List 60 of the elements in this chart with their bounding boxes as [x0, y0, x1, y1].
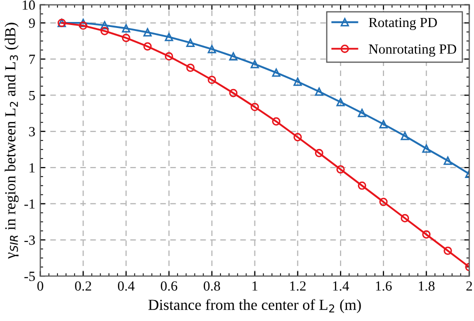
- point: [422, 144, 431, 153]
- y-tick-label: -1: [24, 199, 35, 209]
- point: [314, 87, 324, 96]
- point: [336, 98, 345, 106]
- y-tick-label: 9: [28, 18, 35, 28]
- x-tick-label: 1.6: [376, 281, 392, 291]
- x-axis-title: Distance from the center of L$_{2}$ (m): [148, 299, 361, 314]
- x-tick-label: 1.2: [290, 281, 306, 291]
- point: [186, 64, 195, 72]
- point: [379, 198, 388, 206]
- point: [294, 78, 302, 86]
- point: [444, 156, 452, 165]
- x-tick-label: 0: [37, 281, 44, 291]
- y-tick-label: -3: [24, 236, 35, 245]
- point: [250, 102, 259, 112]
- point: [379, 120, 388, 128]
- y-tick-label: 5: [29, 90, 35, 100]
- point: [79, 18, 88, 28]
- x-tick-label: 0.2: [75, 281, 92, 291]
- point: [400, 132, 410, 140]
- point: [143, 28, 152, 36]
- point: [272, 117, 280, 126]
- y-tick-label: 10: [22, 0, 35, 10]
- point: [143, 42, 152, 51]
- point: [444, 246, 452, 255]
- x-tick-label: 1: [252, 281, 258, 291]
- legend-label: Nonrotating PD: [368, 44, 456, 57]
- x-tick-label: 0.8: [204, 281, 220, 291]
- point: [272, 68, 280, 77]
- point: [358, 108, 366, 118]
- point: [229, 52, 238, 61]
- y-tick-label: -5: [24, 272, 35, 282]
- x-tick-label: 2: [466, 281, 472, 291]
- y-tick-label: 3: [29, 127, 35, 136]
- legend-label: Rotating PD: [368, 18, 437, 30]
- point: [229, 88, 238, 98]
- point: [164, 52, 174, 61]
- point: [100, 26, 109, 36]
- y-axis-title: γ$_{SIR}$ in region between L$_{2}$ and L$_{3}$ (dB): [4, 22, 19, 259]
- x-tick-label: 1.4: [333, 281, 350, 291]
- point: [336, 165, 345, 174]
- point: [208, 76, 216, 84]
- x-tick-label: 0.6: [160, 281, 178, 291]
- y-tick-label: 7: [29, 54, 36, 64]
- point: [79, 21, 88, 30]
- point: [400, 214, 410, 222]
- point: [122, 24, 130, 32]
- y-tick-label: 1: [30, 163, 35, 172]
- point: [294, 133, 302, 142]
- point: [358, 181, 366, 190]
- x-tick-label: 0.4: [118, 281, 135, 291]
- point: [250, 60, 259, 68]
- point: [314, 148, 324, 158]
- point: [186, 38, 195, 47]
- point: [208, 44, 216, 54]
- point: [164, 32, 174, 42]
- point: [100, 21, 109, 30]
- x-tick-label: 1.8: [418, 281, 435, 291]
- point: [122, 34, 130, 42]
- point: [422, 230, 431, 239]
